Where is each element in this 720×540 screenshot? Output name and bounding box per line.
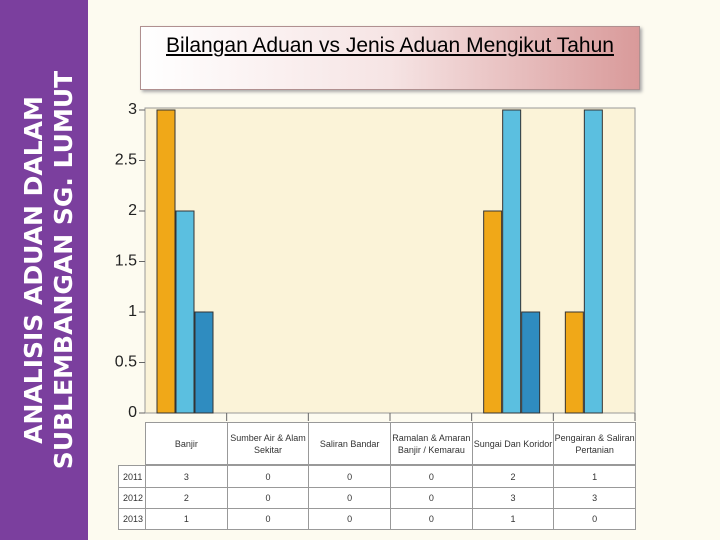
- table-value: 0: [308, 508, 391, 530]
- y-tick-label: 0: [128, 404, 137, 421]
- series-name: 2013: [118, 508, 146, 530]
- table-value: 0: [308, 487, 391, 509]
- bar: [583, 109, 603, 414]
- y-tick-label: 1: [128, 303, 137, 320]
- table-value: 3: [145, 465, 228, 488]
- table-value: 1: [471, 508, 555, 530]
- category-label: Saliran Bandar: [308, 422, 391, 465]
- table-value: 0: [308, 465, 391, 488]
- table-value: 0: [390, 487, 473, 509]
- side-title-line: SUBLEMBANGAN SG. LUMUT: [49, 71, 78, 469]
- y-tick-label: 2.5: [115, 152, 137, 169]
- table-value: 0: [553, 508, 636, 530]
- series-name: 2011: [118, 465, 146, 488]
- side-title-line: ANALISIS ADUAN DALAM: [19, 96, 48, 444]
- table-value: 2: [145, 487, 228, 509]
- bar: [156, 109, 176, 414]
- table-value: 0: [390, 465, 473, 488]
- table-value: 0: [226, 508, 310, 530]
- bar: [502, 109, 522, 414]
- table-value: 0: [226, 465, 310, 488]
- category-label: Pengairan & Saliran Pertanian: [553, 422, 636, 465]
- category-label: Sumber Air & Alam Sekitar: [226, 422, 310, 465]
- bar: [564, 311, 584, 414]
- table-value: 1: [145, 508, 228, 530]
- table-value: 2: [471, 465, 555, 488]
- table-value: 0: [390, 508, 473, 530]
- y-tick-label: 1.5: [115, 253, 137, 270]
- y-tick-label: 0.5: [115, 354, 137, 371]
- bar: [521, 311, 541, 414]
- series-name: 2012: [118, 487, 146, 509]
- chart-title: Bilangan Aduan vs Jenis Aduan Mengikut T…: [140, 26, 640, 90]
- category-label: Ramalan & Amaran Banjir / Kemarau: [390, 422, 473, 465]
- table-value: 0: [226, 487, 310, 509]
- category-label: Banjir: [145, 422, 228, 465]
- side-band: ANALISIS ADUAN DALAM SUBLEMBANGAN SG. LU…: [0, 0, 88, 540]
- y-tick-label: 3: [128, 101, 137, 118]
- y-tick-label: 2: [128, 202, 137, 219]
- side-title: ANALISIS ADUAN DALAM SUBLEMBANGAN SG. LU…: [19, 71, 78, 469]
- table-value: 1: [553, 465, 636, 488]
- table-value: 3: [553, 487, 636, 509]
- bar: [194, 311, 214, 414]
- table-value: 3: [471, 487, 555, 509]
- plot-area: [144, 107, 636, 414]
- bar: [483, 210, 503, 414]
- category-label: Sungai Dan Koridor: [471, 422, 555, 465]
- bar: [175, 210, 195, 414]
